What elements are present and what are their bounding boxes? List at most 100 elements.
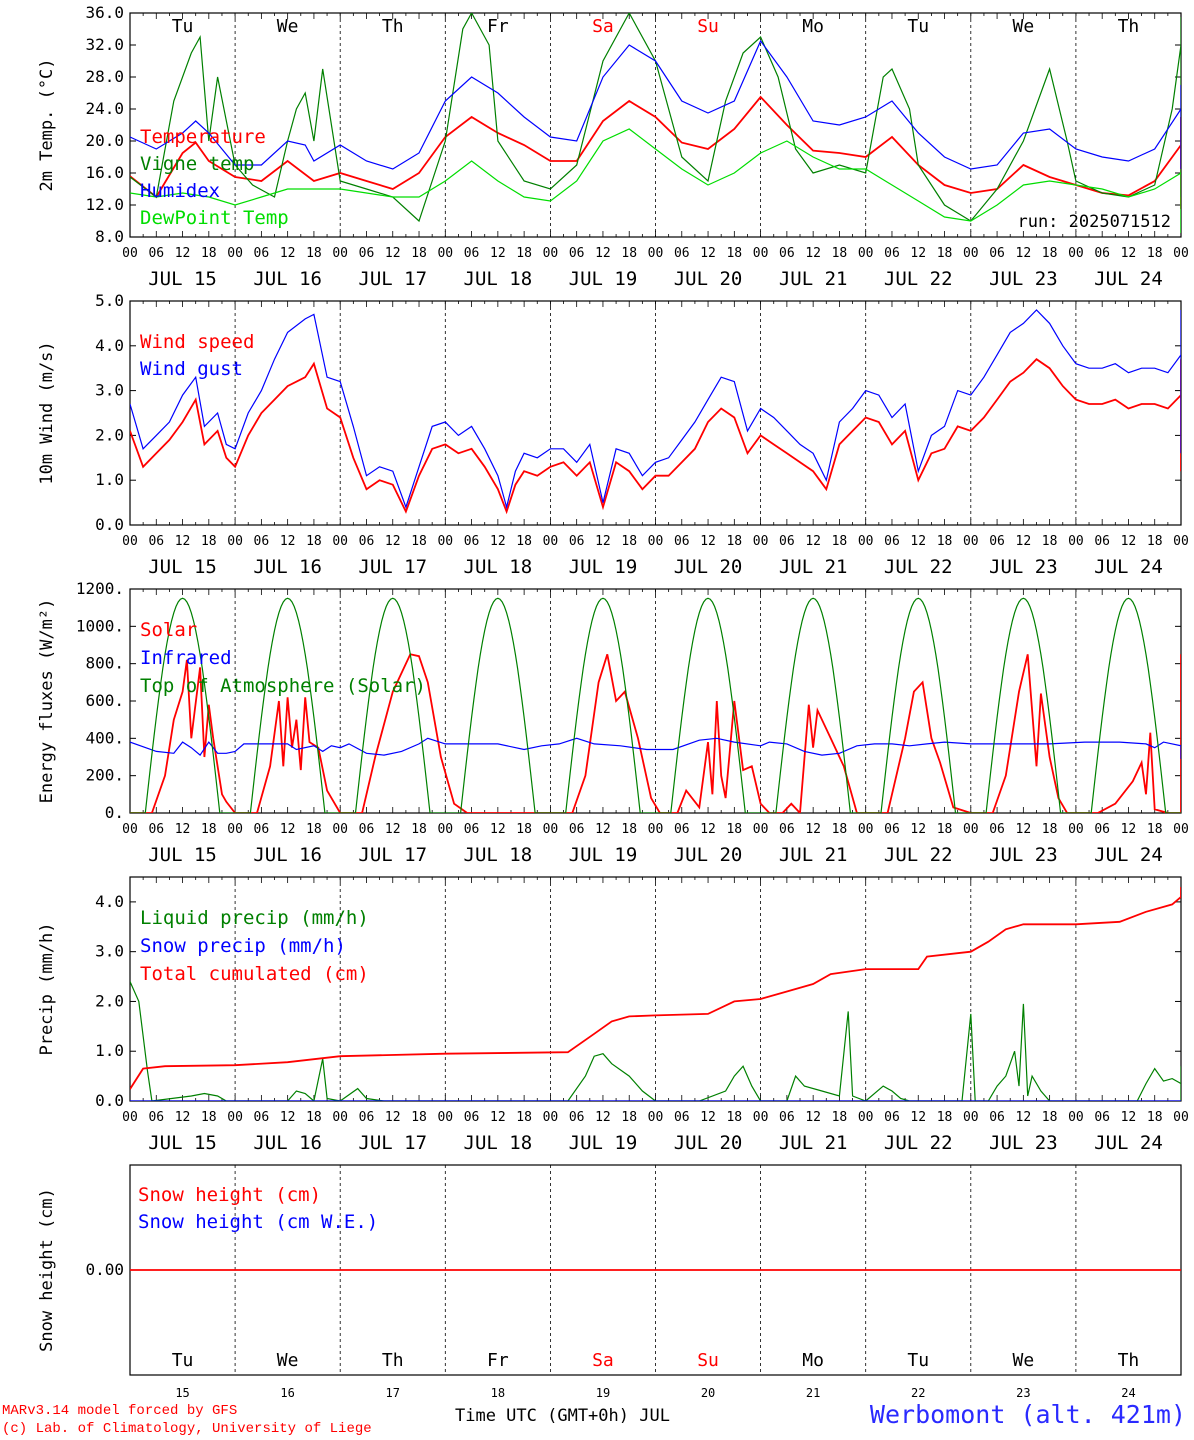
date-label: JUL 15 — [148, 844, 217, 866]
hour-label: 06 — [1094, 534, 1110, 549]
hour-label: 06 — [1094, 822, 1110, 837]
y-tick-label: 200. — [85, 766, 124, 785]
hour-label: 06 — [359, 822, 375, 837]
hour-label: 06 — [569, 822, 585, 837]
hour-label: 00 — [1068, 822, 1084, 837]
hour-label: 12 — [385, 246, 401, 261]
weekday-label: Mo — [802, 1350, 824, 1371]
hour-label: 06 — [148, 822, 164, 837]
date-label: JUL 18 — [464, 268, 533, 290]
hour-label: 18 — [306, 246, 322, 261]
hour-label: 00 — [543, 1110, 559, 1125]
date-label: JUL 18 — [464, 844, 533, 866]
hour-label: 18 — [1042, 246, 1058, 261]
hour-label: 00 — [1068, 1110, 1084, 1125]
hour-label: 12 — [700, 822, 716, 837]
hour-label: 18 — [306, 534, 322, 549]
date-label: JUL 24 — [1094, 268, 1163, 290]
y-axis-label: 10m Wind (m/s) — [37, 341, 57, 484]
y-tick-label: 16.0 — [85, 163, 124, 182]
hour-label: 18 — [832, 534, 848, 549]
hour-label: 12 — [910, 246, 926, 261]
date-label: JUL 17 — [358, 1132, 427, 1154]
x-axis-title: Time UTC (GMT+0h) JUL — [455, 1406, 670, 1426]
date-label: JUL 19 — [569, 556, 638, 578]
y-tick-label: 0.0 — [95, 515, 124, 534]
hour-label: 18 — [1147, 822, 1163, 837]
y-tick-label: 3.0 — [95, 381, 124, 400]
hour-label: 12 — [385, 822, 401, 837]
date-label: JUL 21 — [779, 844, 848, 866]
weekday-label: Mo — [802, 16, 824, 37]
weekday-label: Tu — [172, 16, 194, 37]
legend-entry: DewPoint Temp — [140, 207, 289, 229]
hour-label: 00 — [437, 534, 453, 549]
hour-label: 18 — [726, 822, 742, 837]
series-line-infrared — [130, 737, 1181, 759]
day-number-label: 15 — [175, 1386, 189, 1400]
y-tick-label: 400. — [85, 728, 124, 747]
hour-label: 06 — [148, 246, 164, 261]
hour-label: 06 — [989, 534, 1005, 549]
legend-entry: Infrared — [140, 647, 232, 669]
hour-label: 12 — [910, 1110, 926, 1125]
hour-label: 12 — [490, 822, 506, 837]
weekday-label: We — [277, 1350, 299, 1371]
weekday-label: We — [1013, 1350, 1035, 1371]
hour-label: 00 — [543, 246, 559, 261]
hour-label: 06 — [674, 534, 690, 549]
hour-label: 12 — [175, 822, 191, 837]
hour-label: 00 — [227, 1110, 243, 1125]
hour-label: 18 — [832, 246, 848, 261]
y-tick-label: 32.0 — [85, 35, 124, 54]
hour-label: 12 — [1016, 246, 1032, 261]
hour-label: 12 — [175, 534, 191, 549]
date-label: JUL 21 — [779, 268, 848, 290]
hour-label: 06 — [254, 246, 270, 261]
y-tick-label: 1.0 — [95, 470, 124, 489]
weekday-label: Th — [1118, 1350, 1140, 1371]
y-tick-label: 4.0 — [95, 336, 124, 355]
hour-label: 18 — [832, 822, 848, 837]
hour-label: 00 — [332, 1110, 348, 1125]
y-tick-label: 0. — [105, 803, 124, 822]
hour-label: 00 — [332, 822, 348, 837]
hour-label: 00 — [437, 1110, 453, 1125]
weekday-label: Su — [697, 16, 719, 37]
hour-label: 06 — [1094, 1110, 1110, 1125]
hour-label: 00 — [332, 534, 348, 549]
hour-label: 12 — [280, 1110, 296, 1125]
hour-label: 00 — [1068, 534, 1084, 549]
y-tick-label: 0.0 — [95, 1091, 124, 1110]
date-label: JUL 17 — [358, 268, 427, 290]
hour-label: 12 — [280, 246, 296, 261]
hour-label: 06 — [779, 246, 795, 261]
hour-label: 12 — [595, 1110, 611, 1125]
hour-label: 00 — [437, 822, 453, 837]
hour-label: 18 — [201, 246, 217, 261]
hour-label: 00 — [648, 534, 664, 549]
hour-label: 06 — [359, 246, 375, 261]
legend-entry: Wind gust — [140, 358, 243, 380]
hour-label: 00 — [1173, 534, 1189, 549]
hour-label: 00 — [858, 822, 874, 837]
station-name: Werbomont (alt. 421m) — [869, 1400, 1186, 1429]
hour-label: 12 — [280, 822, 296, 837]
date-label: JUL 16 — [253, 1132, 322, 1154]
hour-label: 18 — [201, 534, 217, 549]
hour-label: 18 — [937, 246, 953, 261]
series-line-temperature — [130, 95, 1181, 209]
weekday-label: Fr — [487, 16, 509, 37]
hour-label: 18 — [832, 1110, 848, 1125]
hour-label: 18 — [306, 1110, 322, 1125]
hour-label: 06 — [254, 534, 270, 549]
day-number-label: 19 — [596, 1386, 610, 1400]
hour-label: 18 — [1147, 1110, 1163, 1125]
hour-label: 00 — [227, 534, 243, 549]
hour-label: 12 — [700, 1110, 716, 1125]
hour-label: 18 — [621, 246, 637, 261]
hour-label: 00 — [963, 534, 979, 549]
weekday-label: Th — [1118, 16, 1140, 37]
date-label: JUL 17 — [358, 844, 427, 866]
panel-frame — [129, 300, 1182, 526]
